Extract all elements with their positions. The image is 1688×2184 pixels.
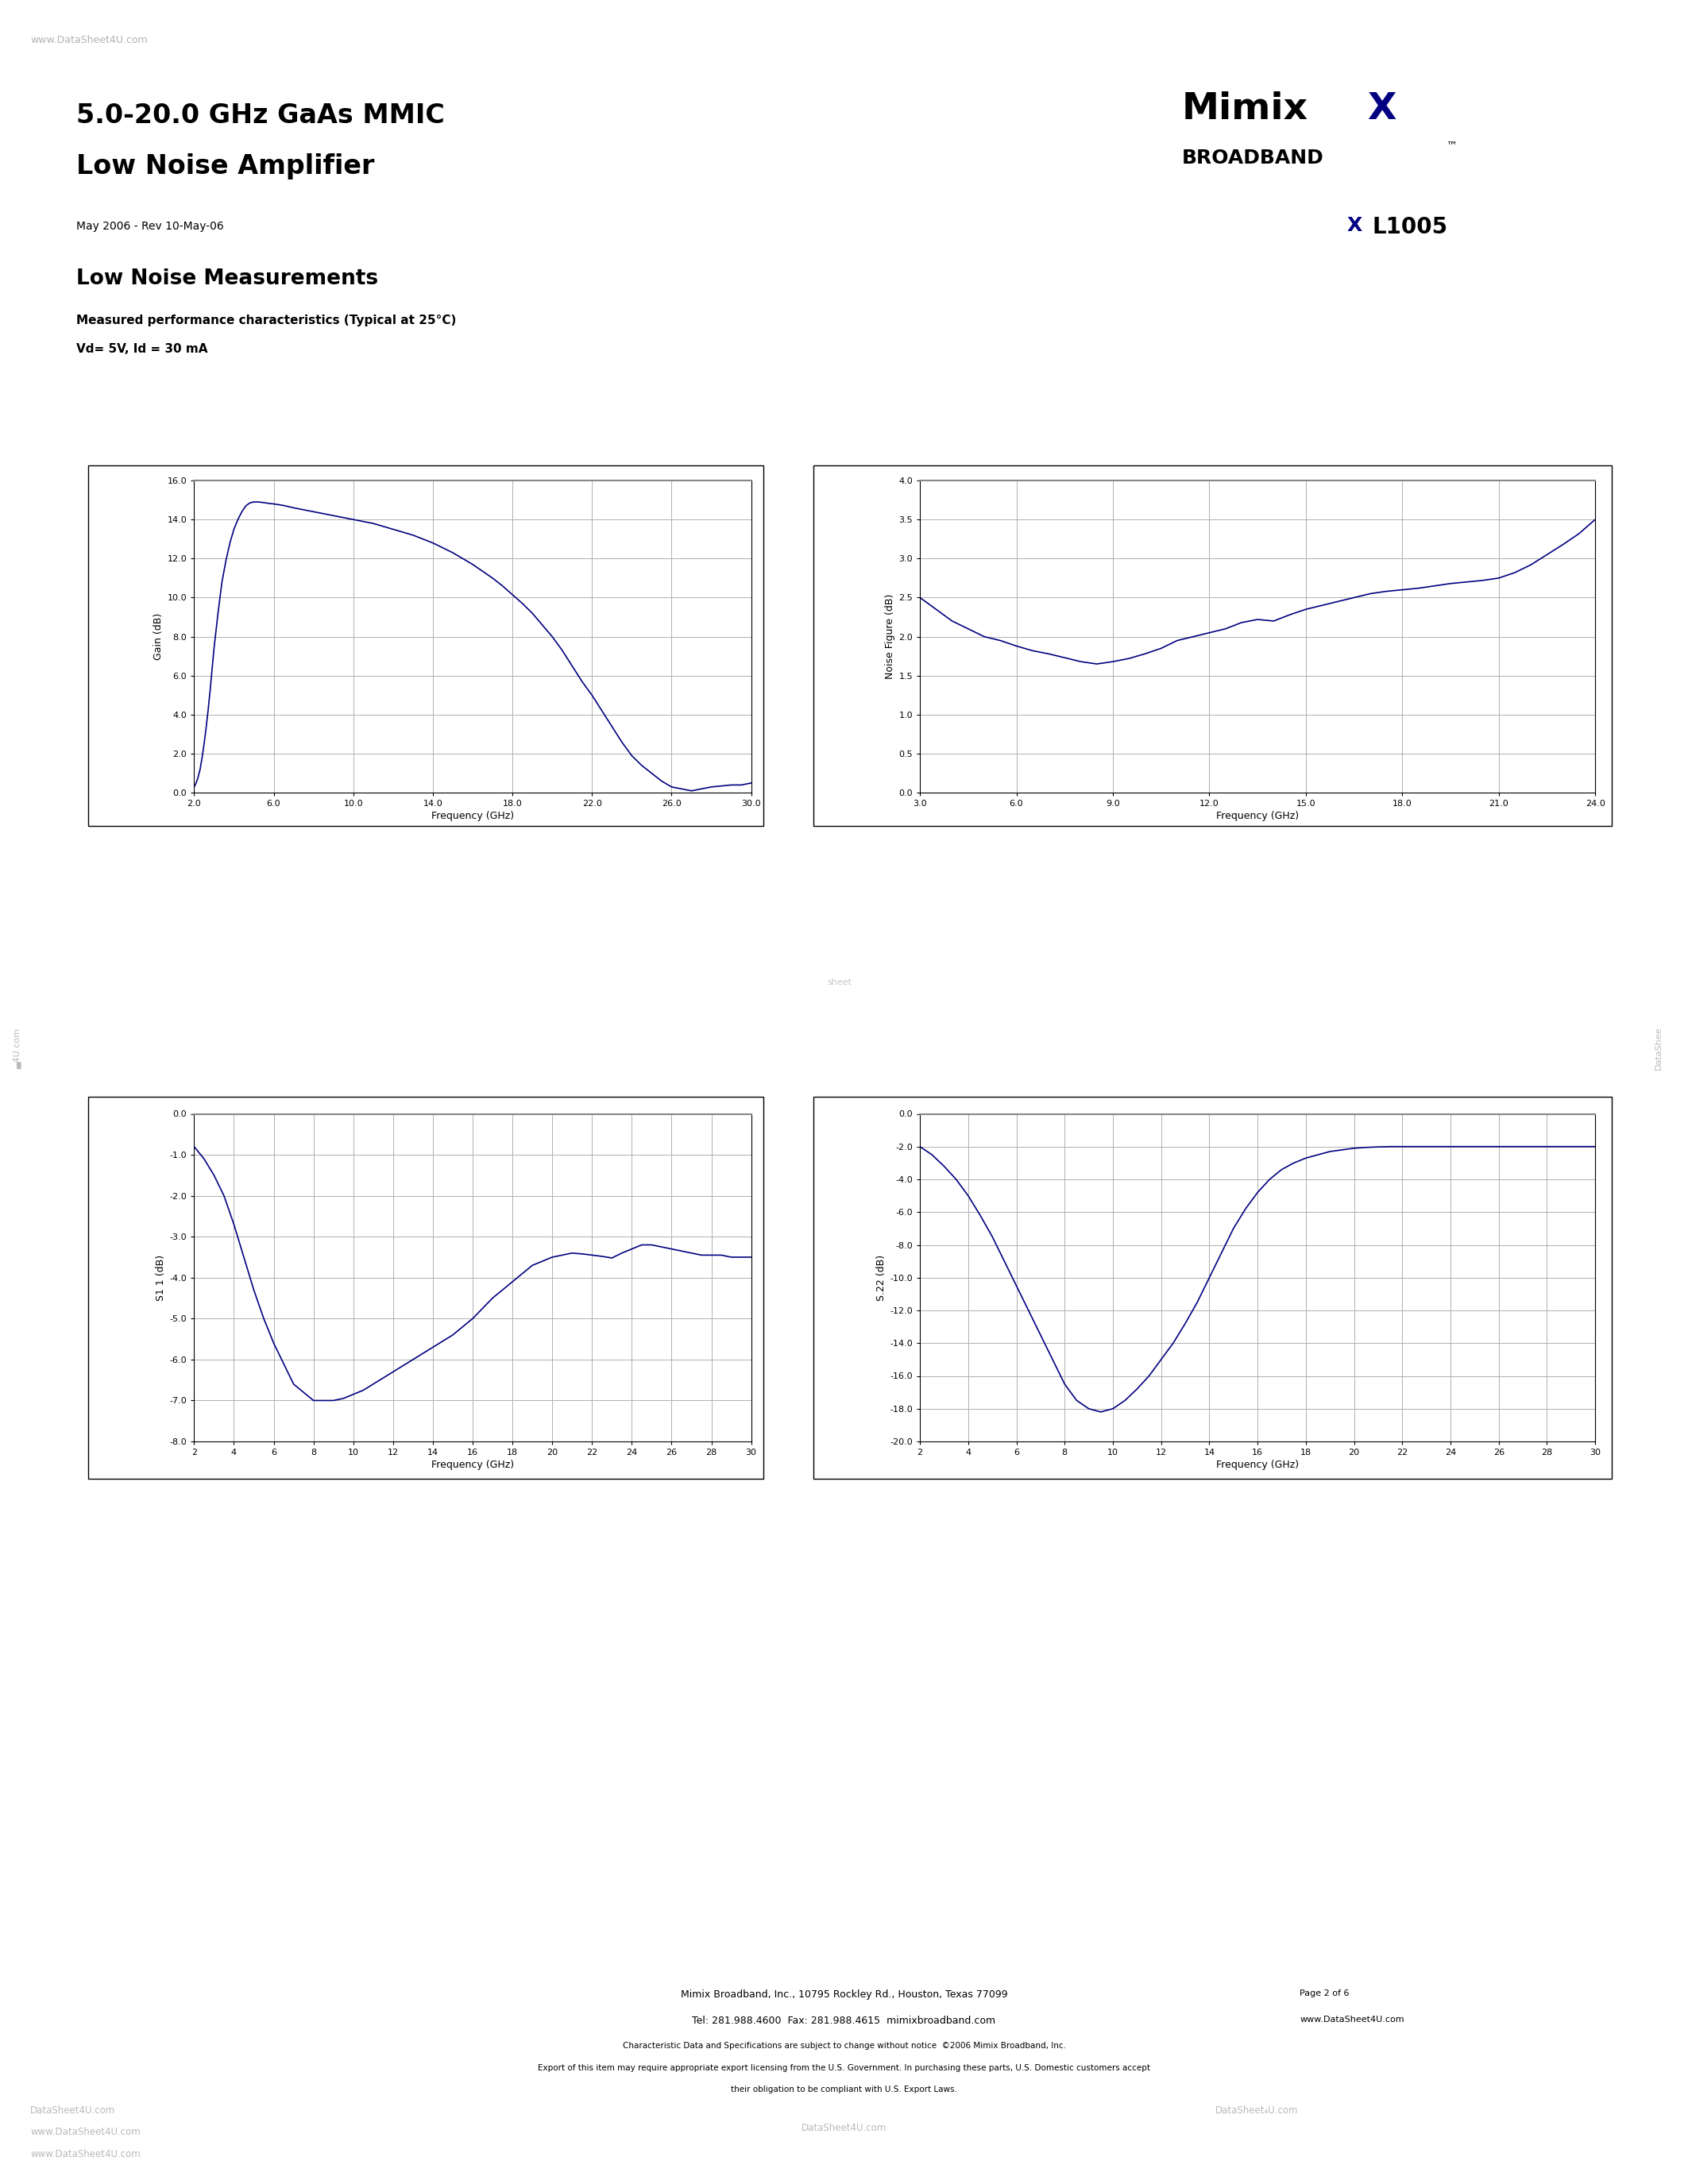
Text: www.DataSheet4U.com: www.DataSheet4U.com [30,35,147,46]
Text: www.DataSheet4U.com: www.DataSheet4U.com [30,2127,140,2138]
Text: DataSheet₄U.com: DataSheet₄U.com [1215,2105,1298,2116]
Text: Measured performance characteristics (Typical at 25°C): Measured performance characteristics (Ty… [76,314,456,325]
Text: www.DataSheet4U.com: www.DataSheet4U.com [1300,2016,1404,2025]
Text: Vd= 5V, Id = 30 mA: Vd= 5V, Id = 30 mA [76,343,208,354]
Y-axis label: S.22 (dB): S.22 (dB) [876,1254,886,1302]
Text: BROADBAND: BROADBAND [1182,149,1323,168]
Text: www.DataSheet4U.com: www.DataSheet4U.com [30,2149,140,2160]
Text: DataShee: DataShee [1654,1026,1663,1070]
Text: sheet: sheet [827,978,852,987]
Text: 5.0-20.0 GHz GaAs MMIC: 5.0-20.0 GHz GaAs MMIC [76,103,444,129]
X-axis label: Frequency (GHz): Frequency (GHz) [432,1459,513,1470]
X-axis label: Frequency (GHz): Frequency (GHz) [1215,810,1300,821]
Y-axis label: Noise Figure (dB): Noise Figure (dB) [885,594,895,679]
Text: L1005: L1005 [1372,216,1448,238]
X-axis label: Frequency (GHz): Frequency (GHz) [432,810,513,821]
Text: Low Noise Measurements: Low Noise Measurements [76,269,378,288]
Text: ™: ™ [1447,140,1458,151]
Text: Export of this item may require appropriate export licensing from the U.S. Gover: Export of this item may require appropri… [538,2064,1150,2073]
Text: Mimix Broadband, Inc., 10795 Rockley Rd., Houston, Texas 77099: Mimix Broadband, Inc., 10795 Rockley Rd.… [680,1990,1008,2001]
Text: Mimix: Mimix [1182,92,1308,127]
Text: Low Noise Amplifier: Low Noise Amplifier [76,153,375,179]
Text: DataSheet4U.com: DataSheet4U.com [30,2105,115,2116]
Text: their obligation to be compliant with U.S. Export Laws.: their obligation to be compliant with U.… [731,2086,957,2094]
Text: Tel: 281.988.4600  Fax: 281.988.4615  mimixbroadband.com: Tel: 281.988.4600 Fax: 281.988.4615 mimi… [692,2016,996,2027]
Text: ▄4U.com: ▄4U.com [14,1029,22,1068]
Text: Page 2 of 6: Page 2 of 6 [1300,1990,1349,1998]
Text: May 2006 - Rev 10-May-06: May 2006 - Rev 10-May-06 [76,221,223,232]
Y-axis label: S1 1 (dB): S1 1 (dB) [155,1254,167,1302]
Text: X: X [1347,216,1362,236]
X-axis label: Frequency (GHz): Frequency (GHz) [1215,1459,1300,1470]
Text: X: X [1367,92,1396,127]
Text: DataSheet4U.com: DataSheet4U.com [802,2123,886,2134]
Y-axis label: Gain (dB): Gain (dB) [154,614,164,660]
Text: Characteristic Data and Specifications are subject to change without notice  ©20: Characteristic Data and Specifications a… [623,2042,1065,2051]
